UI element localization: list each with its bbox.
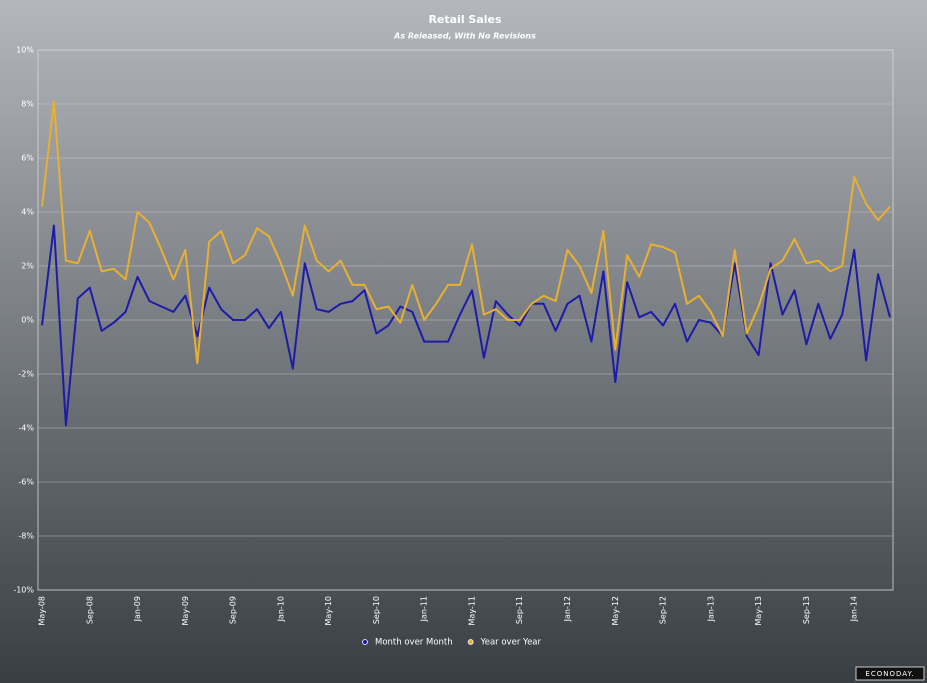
y-tick-label: 10%	[16, 46, 34, 55]
y-tick-label: 4%	[21, 208, 34, 217]
legend-marker	[467, 639, 474, 645]
x-tick-label: Sep-08	[85, 596, 94, 624]
watermark: ECONODAY.	[865, 670, 914, 678]
x-tick-label: Jan-13	[706, 596, 715, 622]
x-tick-label: Jan-10	[276, 596, 285, 622]
y-tick-label: -10%	[13, 586, 34, 595]
legend-label: Month over Month	[375, 638, 453, 648]
x-tick-label: Jan-11	[420, 596, 429, 622]
y-tick-label: -4%	[18, 424, 34, 433]
series-line	[41, 100, 891, 365]
x-tick-label: May-08	[38, 596, 47, 625]
x-tick-label: May-13	[754, 596, 763, 625]
x-tick-label: May-12	[611, 596, 620, 625]
x-tick-label: Jan-09	[133, 596, 142, 622]
legend-label: Year over Year	[480, 638, 542, 648]
y-tick-label: -2%	[18, 370, 34, 379]
y-tick-label: 8%	[21, 100, 34, 109]
x-tick-label: May-10	[324, 596, 333, 625]
x-tick-label: Sep-13	[802, 596, 811, 624]
x-tick-label: May-11	[467, 596, 476, 625]
chart-title: Retail Sales	[428, 13, 502, 26]
x-tick-label: Jan-12	[563, 596, 572, 622]
y-tick-label: -8%	[18, 532, 34, 541]
logo-box	[855, 666, 925, 681]
x-tick-label: Sep-11	[515, 596, 524, 624]
x-tick-label: Jan-14	[850, 596, 859, 622]
x-tick-label: Sep-12	[659, 596, 668, 624]
legend-marker	[362, 639, 368, 645]
y-tick-label: -6%	[18, 478, 34, 487]
x-tick-label: Sep-09	[229, 596, 238, 624]
series-line	[41, 224, 891, 427]
x-tick-label: May-09	[181, 596, 190, 625]
y-tick-label: 6%	[21, 154, 34, 163]
y-tick-label: 2%	[21, 262, 34, 271]
chart-subtitle: As Released, With No Revisions	[393, 32, 536, 41]
x-tick-label: Sep-10	[372, 596, 381, 624]
y-tick-label: 0%	[21, 316, 34, 325]
